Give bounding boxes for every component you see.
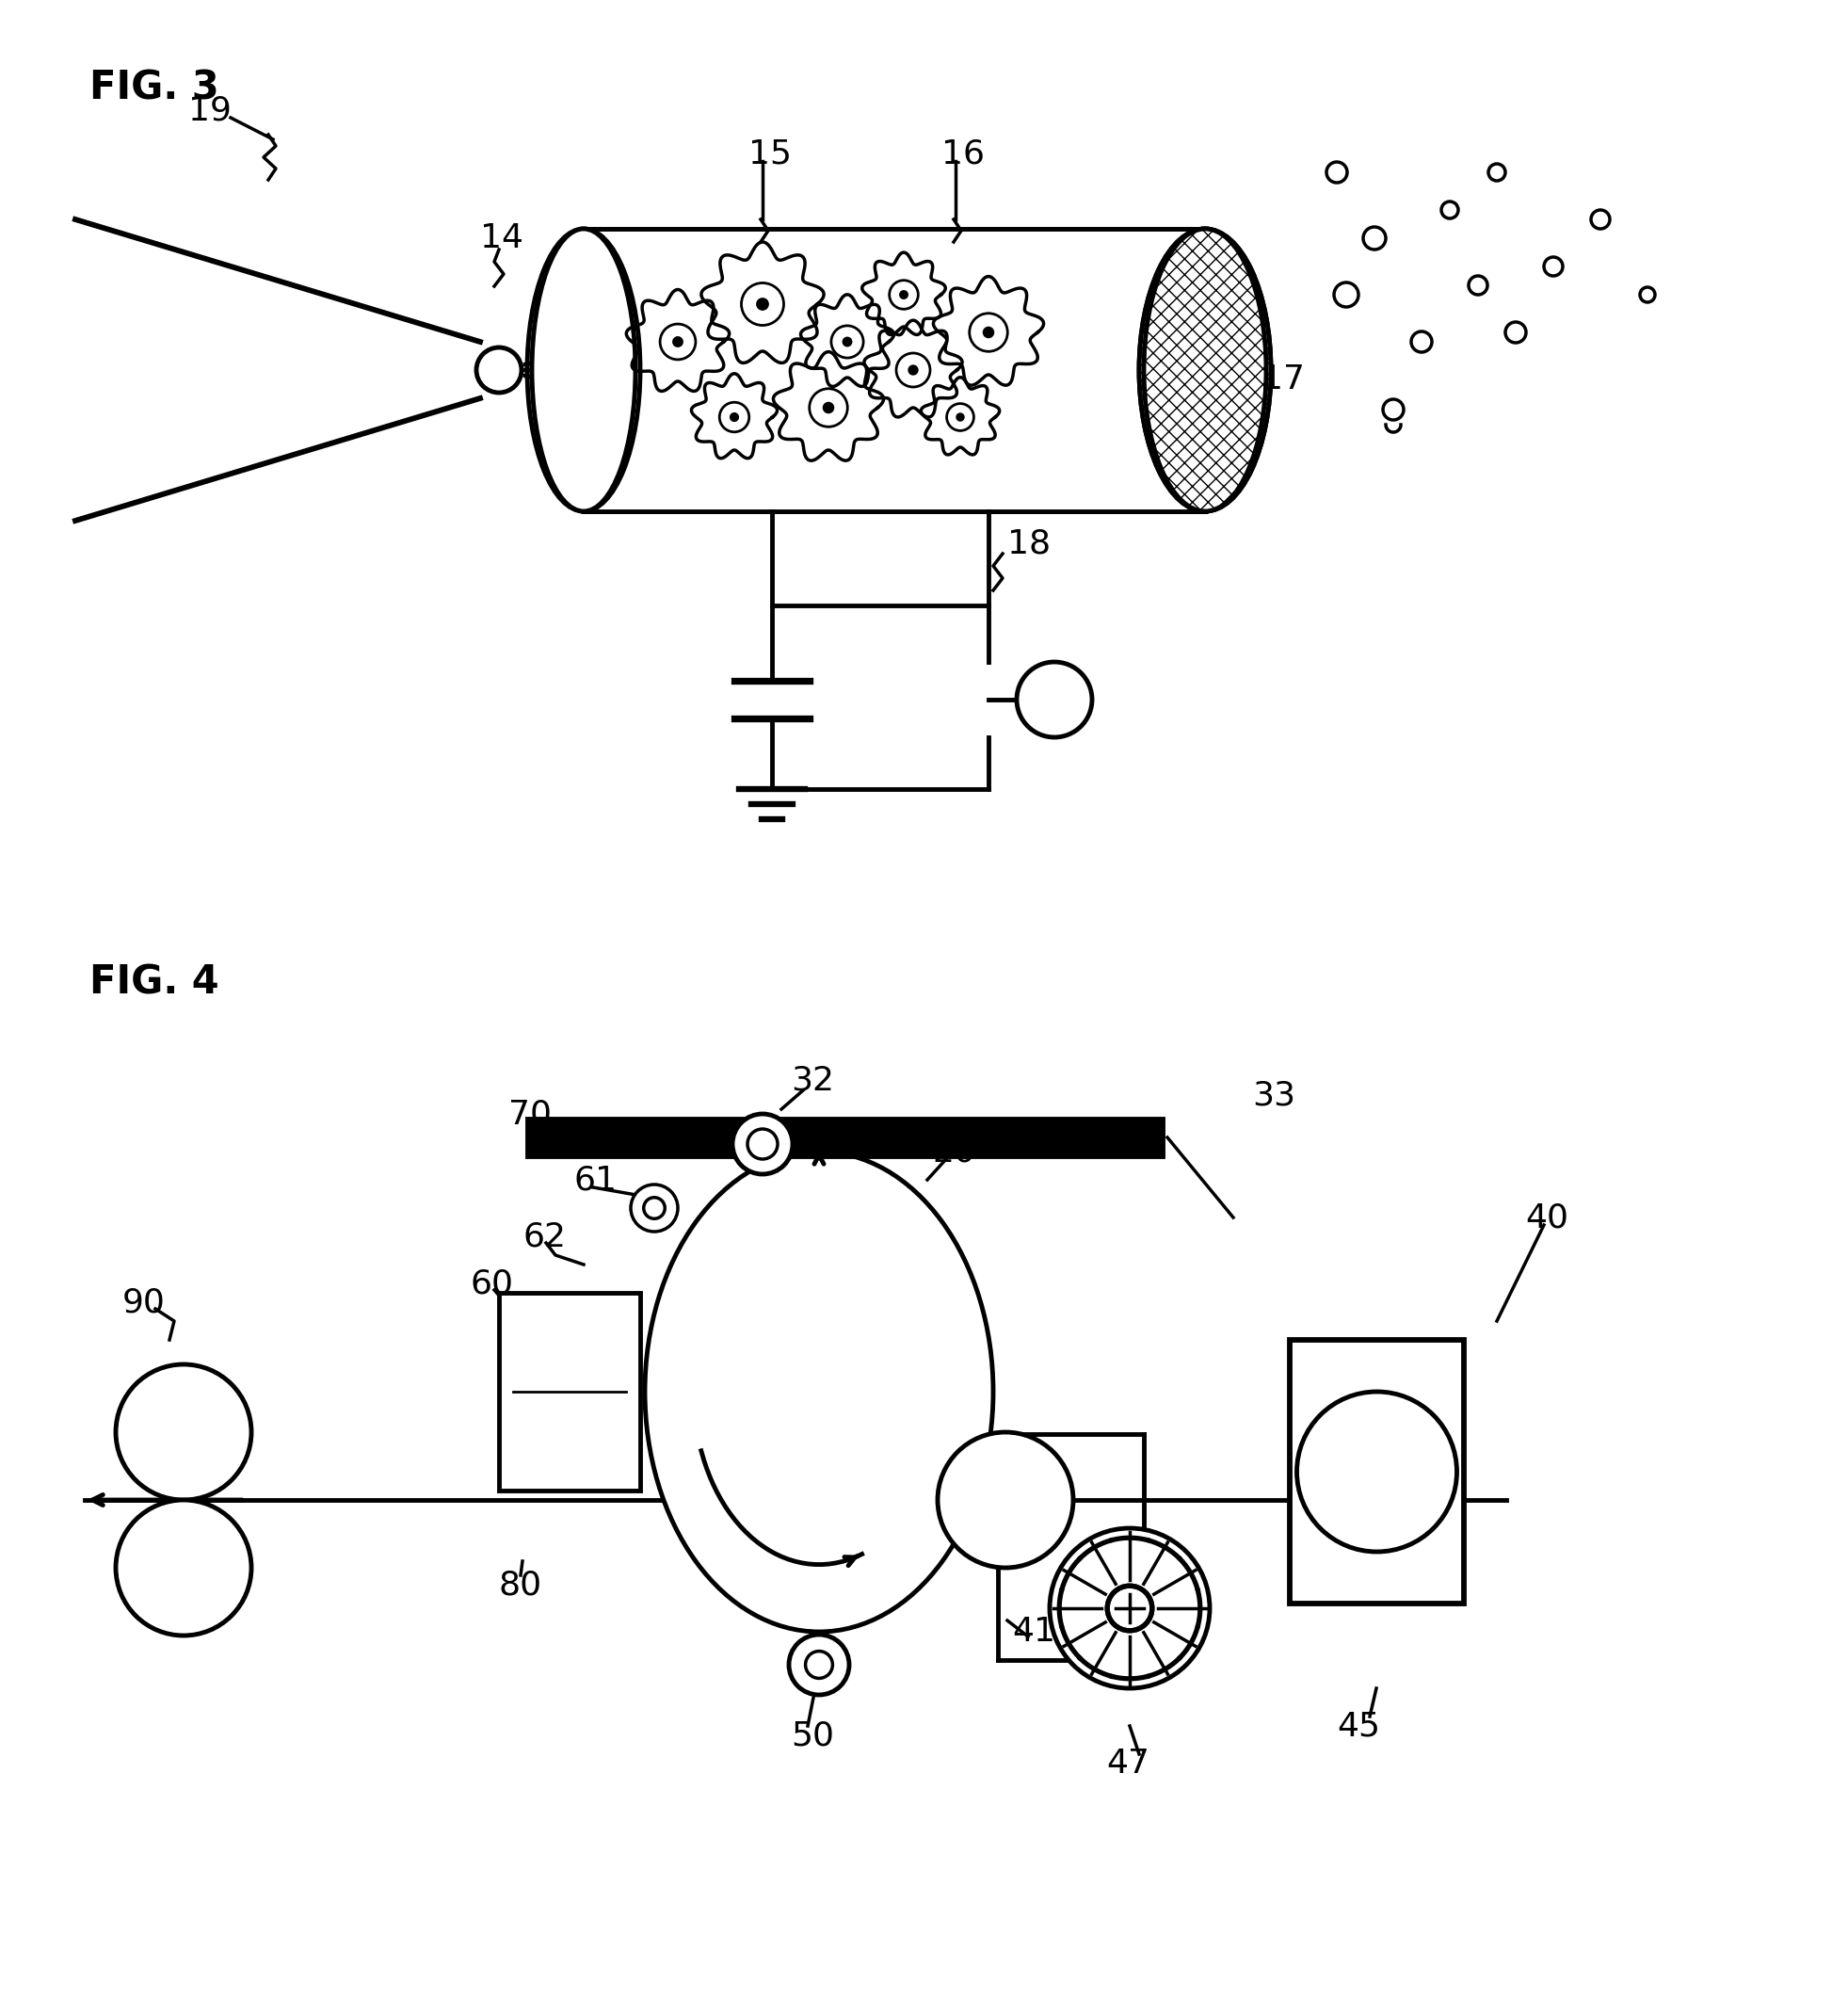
Circle shape (1107, 1585, 1151, 1631)
Circle shape (957, 414, 965, 420)
Circle shape (747, 1129, 778, 1159)
Circle shape (116, 1499, 251, 1635)
Circle shape (1016, 662, 1092, 738)
Text: 17: 17 (1262, 364, 1305, 396)
Circle shape (758, 298, 769, 310)
Text: 32: 32 (791, 1065, 833, 1097)
Circle shape (809, 388, 848, 426)
Circle shape (946, 404, 974, 430)
Circle shape (1639, 288, 1656, 302)
Text: 18: 18 (1007, 528, 1052, 560)
Circle shape (1382, 400, 1404, 420)
Ellipse shape (1138, 228, 1271, 512)
Circle shape (1327, 162, 1347, 182)
Bar (1290, 1339, 1464, 1603)
Circle shape (630, 1185, 678, 1231)
Text: 45: 45 (1336, 1709, 1380, 1741)
Circle shape (643, 1197, 665, 1219)
Circle shape (732, 1113, 793, 1173)
Circle shape (900, 292, 907, 298)
Circle shape (909, 366, 918, 374)
Text: FIG. 3: FIG. 3 (89, 68, 220, 108)
Circle shape (806, 1651, 833, 1679)
Circle shape (937, 1431, 1074, 1567)
Circle shape (832, 326, 863, 358)
Text: 15: 15 (748, 138, 791, 170)
Text: 70: 70 (508, 1097, 553, 1129)
Circle shape (660, 324, 695, 360)
Text: 14: 14 (480, 222, 523, 254)
Circle shape (730, 414, 737, 422)
Ellipse shape (1138, 228, 1271, 512)
Circle shape (1591, 210, 1610, 228)
Text: 19: 19 (188, 96, 231, 128)
Text: 16: 16 (941, 138, 985, 170)
Ellipse shape (532, 228, 636, 512)
Text: 33: 33 (1253, 1079, 1295, 1111)
Circle shape (673, 338, 682, 346)
Text: 80: 80 (499, 1569, 541, 1601)
Circle shape (983, 328, 994, 338)
Circle shape (1364, 228, 1386, 250)
Bar (527, 1119, 1162, 1155)
Circle shape (889, 280, 918, 310)
Circle shape (116, 1365, 251, 1499)
Circle shape (896, 354, 930, 388)
Text: 20: 20 (931, 1135, 976, 1167)
Circle shape (1488, 164, 1506, 180)
Circle shape (1543, 258, 1563, 276)
Circle shape (741, 284, 784, 326)
Text: 47: 47 (1107, 1747, 1149, 1779)
Circle shape (477, 348, 521, 392)
Text: 40: 40 (1525, 1201, 1569, 1233)
Circle shape (1297, 1391, 1456, 1551)
Circle shape (789, 1635, 850, 1695)
Circle shape (970, 314, 1007, 352)
Circle shape (1050, 1527, 1210, 1689)
Circle shape (1506, 322, 1526, 342)
Ellipse shape (645, 1151, 992, 1631)
Text: 90: 90 (122, 1285, 166, 1317)
Ellipse shape (1144, 228, 1266, 512)
Text: 60: 60 (471, 1267, 514, 1299)
Circle shape (1107, 1585, 1151, 1631)
Circle shape (719, 402, 748, 432)
Circle shape (1441, 202, 1458, 218)
Bar (499, 1293, 639, 1491)
Circle shape (1334, 282, 1358, 308)
Text: 61: 61 (575, 1163, 617, 1195)
Text: 50: 50 (791, 1719, 833, 1751)
FancyBboxPatch shape (584, 228, 1205, 512)
Text: 62: 62 (523, 1219, 565, 1251)
Text: FIG. 4: FIG. 4 (89, 962, 220, 1001)
Text: V: V (1042, 684, 1066, 716)
Circle shape (1412, 332, 1432, 352)
Text: 41: 41 (1013, 1615, 1055, 1647)
Circle shape (824, 402, 833, 414)
Circle shape (843, 338, 852, 346)
Circle shape (1469, 276, 1488, 294)
Ellipse shape (527, 228, 639, 512)
Ellipse shape (1138, 228, 1271, 512)
